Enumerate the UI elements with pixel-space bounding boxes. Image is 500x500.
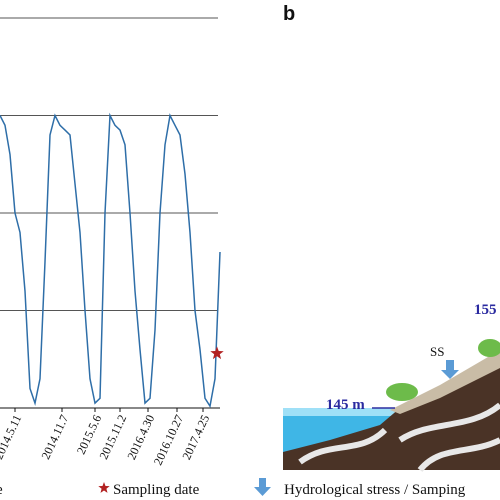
gravel-slope — [390, 350, 500, 414]
legend-label: Hydrological stress / Samping — [284, 482, 466, 498]
water-surface — [283, 408, 395, 416]
bedrock — [283, 362, 500, 470]
x-tick-label: 2016.4.30 — [124, 413, 157, 462]
legend-label: Sampling date — [113, 482, 200, 498]
sampling-marker — [210, 346, 224, 360]
site-label: SS — [430, 344, 444, 359]
grass — [478, 339, 500, 357]
legend-swatch — [98, 482, 110, 493]
x-tick-label: 2014.11.7 — [38, 413, 71, 462]
panel-label: b — [283, 3, 295, 25]
legend-swatch — [254, 478, 271, 496]
grass — [386, 383, 418, 401]
elevation-label: 145 m — [326, 397, 365, 413]
legend-label: e — [0, 482, 3, 498]
stress-arrow — [441, 360, 459, 379]
diagram — [283, 339, 500, 473]
x-tick-label: 2014.5.11 — [0, 413, 24, 462]
fractures — [298, 402, 500, 473]
data-line — [0, 112, 221, 409]
elevation-label: 155 — [474, 302, 497, 318]
